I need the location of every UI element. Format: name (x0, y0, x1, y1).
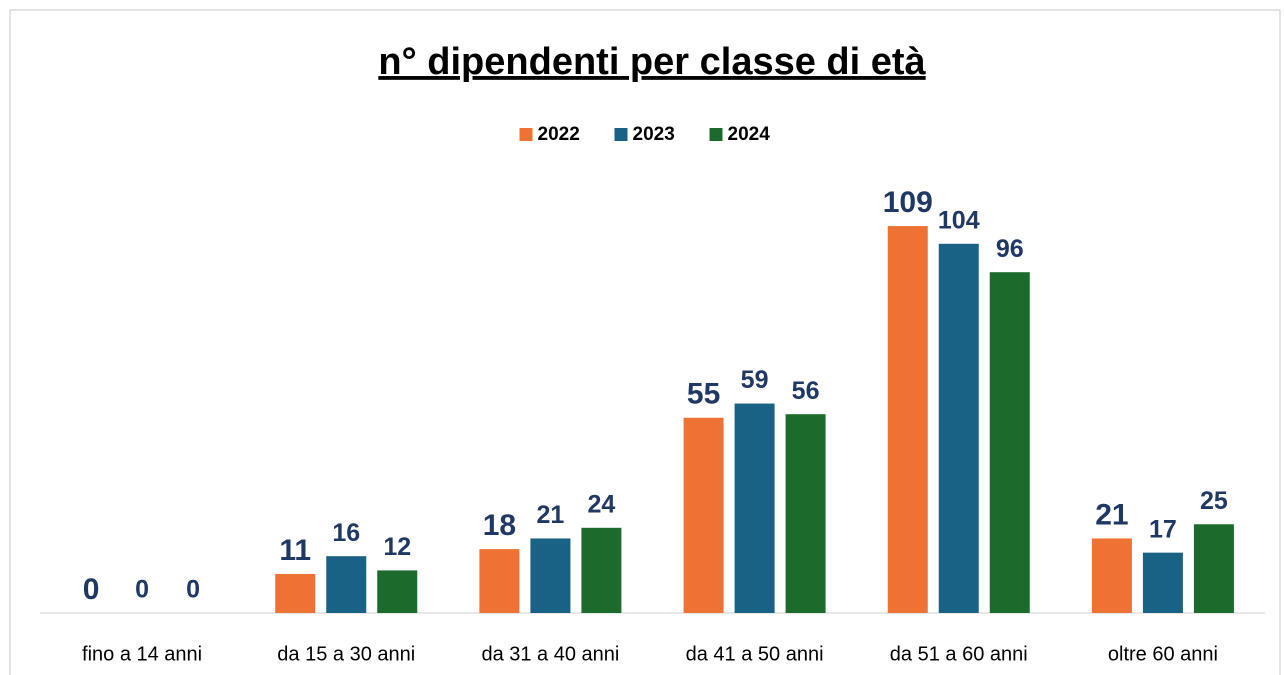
chart-frame (9, 9, 1281, 675)
bar (785, 414, 826, 613)
bar (326, 556, 367, 613)
x-tick-label: fino a 14 anni (82, 643, 202, 665)
value-label: 59 (741, 366, 769, 394)
bar (989, 272, 1030, 613)
bar (275, 573, 316, 613)
value-label: 16 (332, 519, 360, 547)
value-label: 104 (938, 206, 980, 234)
bar (1193, 524, 1234, 613)
bar (734, 403, 775, 613)
bar (938, 243, 979, 614)
value-label: 55 (687, 378, 720, 411)
legend-label: 2023 (633, 124, 675, 145)
x-tick-label: da 41 a 50 anni (686, 643, 824, 665)
x-tick-label: da 51 a 60 anni (890, 643, 1028, 665)
value-label: 17 (1149, 515, 1177, 543)
bar (377, 570, 418, 613)
legend-swatch (709, 128, 723, 141)
value-label: 0 (135, 576, 149, 604)
bar (581, 527, 622, 613)
value-label: 21 (537, 501, 565, 529)
bar (479, 549, 520, 613)
legend-label: 2024 (728, 124, 771, 145)
value-label: 0 (186, 576, 200, 604)
legend-swatch (519, 128, 533, 141)
value-label: 21 (1095, 498, 1128, 531)
value-label: 12 (383, 533, 411, 561)
value-label: 109 (883, 186, 933, 219)
value-label: 25 (1200, 487, 1228, 515)
value-label: 0 (83, 573, 100, 606)
bar (887, 226, 928, 614)
value-label: 96 (996, 235, 1024, 263)
bar (1142, 552, 1183, 613)
value-label: 18 (483, 509, 516, 542)
value-label: 56 (792, 377, 820, 405)
bar (683, 417, 724, 613)
value-label: 11 (279, 534, 311, 567)
legend-label: 2022 (538, 124, 580, 145)
value-label: 24 (588, 490, 616, 518)
x-tick-label: da 31 a 40 anni (481, 643, 619, 665)
x-tick-label: oltre 60 anni (1108, 643, 1218, 665)
bar (530, 538, 571, 613)
legend-swatch (614, 128, 628, 141)
bar (1091, 538, 1132, 613)
x-tick-label: da 15 a 30 anni (277, 643, 415, 665)
chart-title: n° dipendenti per classe di età (378, 41, 926, 83)
